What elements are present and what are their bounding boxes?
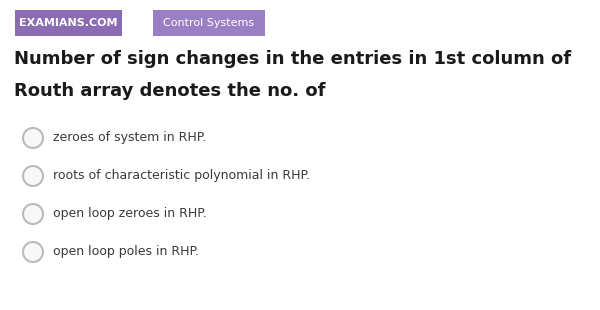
- Circle shape: [23, 204, 43, 224]
- Circle shape: [23, 166, 43, 186]
- Text: Number of sign changes in the entries in 1st column of: Number of sign changes in the entries in…: [14, 50, 571, 68]
- Text: open loop poles in RHP.: open loop poles in RHP.: [53, 246, 199, 259]
- FancyBboxPatch shape: [153, 10, 265, 36]
- Text: Routh array denotes the no. of: Routh array denotes the no. of: [14, 82, 325, 100]
- Circle shape: [23, 128, 43, 148]
- Circle shape: [23, 242, 43, 262]
- Text: roots of characteristic polynomial in RHP.: roots of characteristic polynomial in RH…: [53, 170, 310, 183]
- FancyBboxPatch shape: [15, 10, 122, 36]
- Text: open loop zeroes in RHP.: open loop zeroes in RHP.: [53, 207, 207, 220]
- Text: zeroes of system in RHP.: zeroes of system in RHP.: [53, 131, 206, 144]
- Text: EXAMIANS.COM: EXAMIANS.COM: [19, 18, 118, 28]
- Text: Control Systems: Control Systems: [163, 18, 254, 28]
